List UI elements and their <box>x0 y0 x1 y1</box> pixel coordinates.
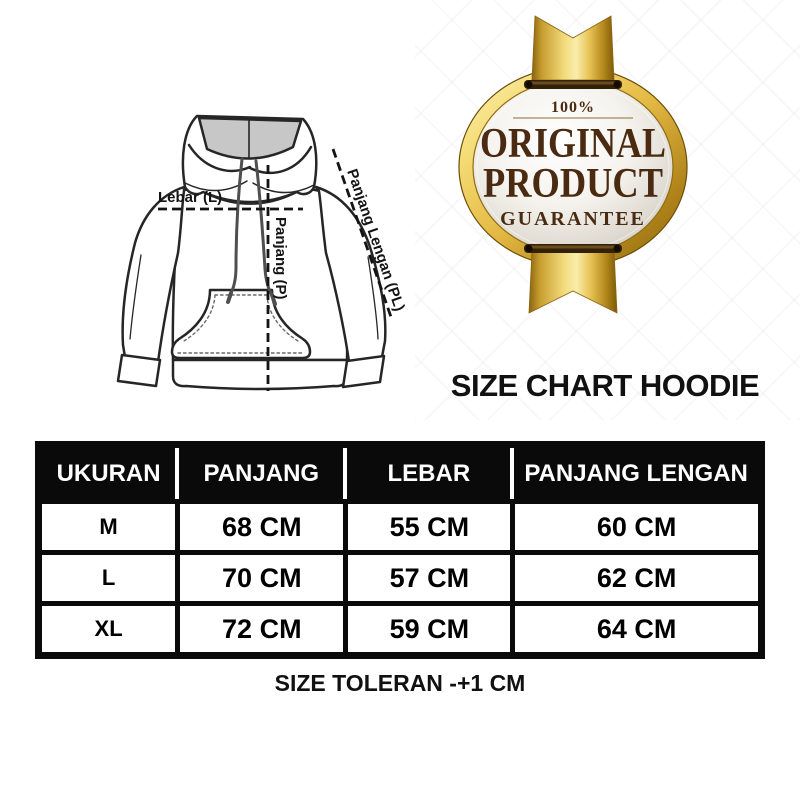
sleeve-fold-right <box>367 256 379 340</box>
table-cell-l-panjang-lengan: 62 CM <box>510 555 758 601</box>
ribbon-top <box>531 15 615 81</box>
panjang-lengan-dashed-line <box>331 148 393 318</box>
ribbon-bottom-knob-left <box>525 245 533 252</box>
table-cell-xl-panjang-lengan: 64 CM <box>510 606 758 652</box>
table-cell-m-panjang: 68 CM <box>175 504 344 550</box>
badge-percent-text: 100% <box>551 99 595 116</box>
ribbon-top-bar-highlight <box>528 81 618 85</box>
table-cell-xl-panjang: 72 CM <box>175 606 344 652</box>
table-cell-size-m: M <box>42 504 176 550</box>
badge-original-text: ORIGINAL <box>480 121 666 167</box>
table-cell-l-panjang: 70 CM <box>175 555 344 601</box>
table-cell-m-lebar: 55 CM <box>343 504 511 550</box>
table-cell-size-l: L <box>42 555 176 601</box>
hood-drape-left <box>184 180 248 192</box>
collar-seam <box>206 193 294 205</box>
ribbon-top-knob-right <box>613 81 621 88</box>
table-cell-xl-lebar: 59 CM <box>343 606 511 652</box>
ribbon-bottom <box>528 249 618 314</box>
hoodie-left-cuff <box>116 353 162 388</box>
table-header-panjang: PANJANG <box>175 448 344 499</box>
lebar-label: Lebar (L) <box>158 189 222 206</box>
table-cell-l-lebar: 57 CM <box>343 555 511 601</box>
ribbon-bottom-knob-right <box>613 245 621 252</box>
badge-product-text: PRODUCT <box>483 161 663 207</box>
hood-fold-left <box>187 143 252 173</box>
kangaroo-pocket <box>170 288 312 360</box>
table-header-lebar: LEBAR <box>343 448 511 499</box>
tolerance-note: SIZE TOLERAN -+1 CM <box>274 670 526 696</box>
ribbon-bottom-bar-highlight <box>528 245 618 249</box>
sleeve-fold-left <box>129 254 142 340</box>
table-cell-size-xl: XL <box>42 606 176 652</box>
hood-lining <box>197 116 303 160</box>
drawstring-tip-right <box>270 293 277 306</box>
size-table: UKURAN PANJANG LEBAR PANJANG LENGAN M 68… <box>35 441 765 659</box>
size-chart-title: SIZE CHART HOODIE <box>450 368 760 403</box>
ribbon-top-knob-left <box>525 81 533 88</box>
hoodie-drawing <box>116 114 387 391</box>
pocket-stitching <box>177 294 305 354</box>
original-product-badge: 100% ORIGINAL PRODUCT GUARANTEE <box>458 15 688 314</box>
table-cell-m-panjang-lengan: 60 CM <box>510 504 758 550</box>
table-header-panjang-lengan: PANJANG LENGAN <box>510 448 758 499</box>
hoodie-measurement-diagram: Lebar (L) Panjang (P) Panjang Lengan (PL… <box>116 114 408 391</box>
panjang-label: Panjang (P) <box>272 217 289 300</box>
drawstring-left <box>229 157 244 295</box>
hoodie-right-cuff <box>341 354 386 389</box>
drawstring-tip-left <box>226 291 233 304</box>
table-header-ukuran: UKURAN <box>42 448 176 499</box>
drawstring-right <box>254 159 274 297</box>
hoodie-hem <box>171 358 349 391</box>
badge-guarantee-text: GUARANTEE <box>500 208 646 230</box>
